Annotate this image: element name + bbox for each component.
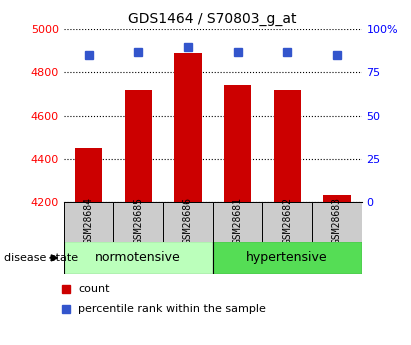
- Bar: [224, 86, 251, 202]
- Title: GDS1464 / S70803_g_at: GDS1464 / S70803_g_at: [129, 11, 297, 26]
- Text: disease state: disease state: [4, 253, 78, 263]
- Bar: [213, 202, 262, 242]
- Bar: [262, 202, 312, 242]
- Bar: [64, 202, 113, 242]
- Bar: [64, 241, 213, 274]
- Bar: [274, 90, 301, 202]
- Text: GSM28684: GSM28684: [83, 197, 94, 244]
- Text: hypertensive: hypertensive: [246, 252, 328, 264]
- Text: normotensive: normotensive: [95, 252, 181, 264]
- Bar: [113, 202, 163, 242]
- Text: GSM28683: GSM28683: [332, 197, 342, 244]
- Text: GSM28681: GSM28681: [233, 197, 242, 244]
- Bar: [125, 90, 152, 202]
- Text: GSM28685: GSM28685: [133, 197, 143, 244]
- Bar: [323, 195, 351, 202]
- Bar: [163, 202, 213, 242]
- Bar: [75, 148, 102, 202]
- Text: count: count: [79, 284, 110, 294]
- Text: GSM28682: GSM28682: [282, 197, 292, 244]
- Text: GSM28686: GSM28686: [183, 197, 193, 244]
- Text: percentile rank within the sample: percentile rank within the sample: [79, 304, 266, 314]
- Bar: [174, 53, 201, 202]
- Bar: [312, 202, 362, 242]
- Bar: [213, 241, 362, 274]
